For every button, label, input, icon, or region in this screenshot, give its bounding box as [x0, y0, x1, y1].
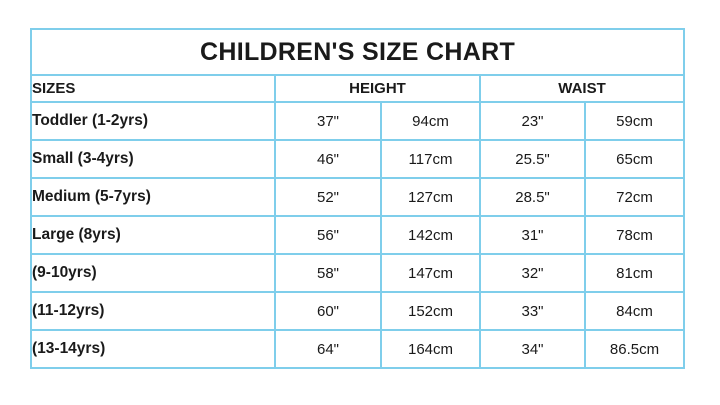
waist-inches-cell: 23": [479, 101, 586, 141]
table-row-small: Small (3-4yrs) 46" 117cm 25.5" 65cm: [30, 139, 685, 179]
waist-inches-cell: 33": [479, 291, 586, 331]
column-header-waist: WAIST: [479, 74, 685, 103]
header-row: SIZES HEIGHT WAIST: [30, 74, 685, 103]
size-label: Large (8yrs): [30, 215, 276, 255]
table-row-11-12yrs: (11-12yrs) 60" 152cm 33" 84cm: [30, 291, 685, 331]
waist-cm-cell: 78cm: [584, 215, 685, 255]
height-inches-cell: 60": [274, 291, 382, 331]
size-label: Medium (5-7yrs): [30, 177, 276, 217]
height-inches-cell: 58": [274, 253, 382, 293]
waist-inches-cell: 31": [479, 215, 586, 255]
height-inches-cell: 46": [274, 139, 382, 179]
title-row: CHILDREN'S SIZE CHART: [30, 28, 685, 76]
height-cm-cell: 117cm: [380, 139, 481, 179]
column-header-height: HEIGHT: [274, 74, 481, 103]
waist-cm-cell: 84cm: [584, 291, 685, 331]
height-inches-cell: 56": [274, 215, 382, 255]
waist-cm-cell: 86.5cm: [584, 329, 685, 369]
size-label: Toddler (1-2yrs): [30, 101, 276, 141]
height-inches-cell: 64": [274, 329, 382, 369]
waist-inches-cell: 25.5": [479, 139, 586, 179]
height-inches-cell: 52": [274, 177, 382, 217]
waist-cm-cell: 65cm: [584, 139, 685, 179]
waist-inches-cell: 28.5": [479, 177, 586, 217]
table-row-medium: Medium (5-7yrs) 52" 127cm 28.5" 72cm: [30, 177, 685, 217]
page-title: CHILDREN'S SIZE CHART: [30, 28, 685, 76]
size-label: (9-10yrs): [30, 253, 276, 293]
table-row-toddler: Toddler (1-2yrs) 37" 94cm 23" 59cm: [30, 101, 685, 141]
height-cm-cell: 94cm: [380, 101, 481, 141]
height-cm-cell: 152cm: [380, 291, 481, 331]
waist-cm-cell: 72cm: [584, 177, 685, 217]
height-cm-cell: 127cm: [380, 177, 481, 217]
table-row-9-10yrs: (9-10yrs) 58" 147cm 32" 81cm: [30, 253, 685, 293]
waist-cm-cell: 59cm: [584, 101, 685, 141]
size-label: (11-12yrs): [30, 291, 276, 331]
size-label: (13-14yrs): [30, 329, 276, 369]
height-inches-cell: 37": [274, 101, 382, 141]
column-header-sizes: SIZES: [30, 74, 276, 103]
height-cm-cell: 142cm: [380, 215, 481, 255]
size-chart-table: CHILDREN'S SIZE CHART SIZES HEIGHT WAIST…: [30, 28, 685, 369]
waist-inches-cell: 34": [479, 329, 586, 369]
height-cm-cell: 147cm: [380, 253, 481, 293]
waist-cm-cell: 81cm: [584, 253, 685, 293]
size-label: Small (3-4yrs): [30, 139, 276, 179]
height-cm-cell: 164cm: [380, 329, 481, 369]
table-row-large: Large (8yrs) 56" 142cm 31" 78cm: [30, 215, 685, 255]
table-row-13-14yrs: (13-14yrs) 64" 164cm 34" 86.5cm: [30, 329, 685, 369]
waist-inches-cell: 32": [479, 253, 586, 293]
